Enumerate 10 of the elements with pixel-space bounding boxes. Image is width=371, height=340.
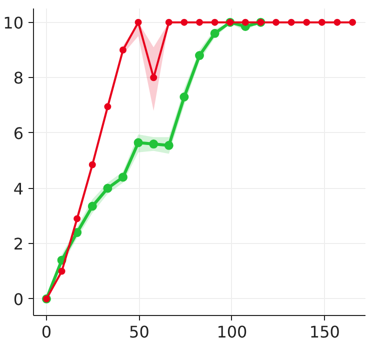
y-tick-label: 8 [13,68,24,88]
x-tick-label: 50 [129,322,150,340]
x-tick-label: 100 [216,322,248,340]
y-tick-label: 4 [13,179,24,198]
x-tick-label: 0 [41,322,52,340]
y-tick-label: 2 [13,234,24,254]
y-tick-label: 0 [13,290,24,309]
x-tick-label: 150 [309,322,340,340]
y-tick-label: 6 [13,124,24,143]
y-tick-label: 10 [3,13,24,32]
